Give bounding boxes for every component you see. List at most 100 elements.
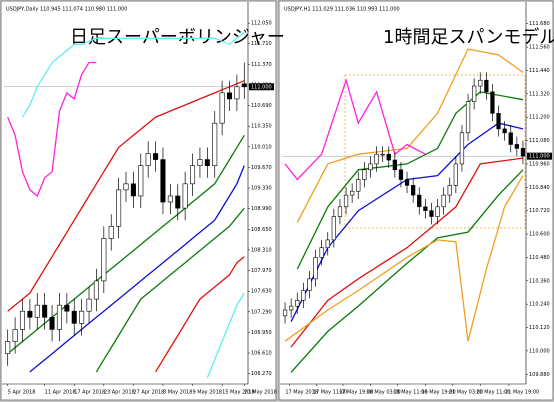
candle-body	[441, 194, 446, 208]
indicator-line	[155, 256, 245, 373]
y-tick-label: 106.270	[251, 371, 272, 377]
y-tick-label: 110.240	[529, 302, 550, 308]
candle-body	[123, 183, 129, 191]
y-tick-label: 110.350	[251, 124, 272, 130]
indicator-line	[21, 31, 245, 118]
x-tick-label: 18 May 19:00	[421, 390, 455, 396]
candle-body	[520, 148, 526, 157]
candle-body	[289, 305, 294, 311]
x-tick-label: 18 May 03:00	[366, 390, 400, 396]
candle-body	[108, 225, 114, 239]
candle-body	[459, 132, 465, 165]
y-tick-label: 111.680	[529, 21, 550, 27]
candle-body	[49, 316, 55, 330]
x-tick-label: 21 May 03:00	[449, 390, 483, 396]
y-tick-label: 107.630	[251, 289, 272, 295]
x-tick-label: 17 May 11:00	[313, 390, 347, 396]
x-tick-label: 21 May 19:00	[505, 390, 539, 396]
y-tick-label: 110.010	[251, 144, 272, 150]
candle-body	[514, 144, 519, 149]
y-tick-label: 111.200	[529, 115, 550, 121]
y-tick-label: 107.290	[251, 309, 272, 315]
candle-body	[64, 304, 70, 312]
x-tick-label: 15 May 2018	[222, 390, 255, 396]
last-price-label: 111.000	[529, 154, 550, 160]
left-panel	[0, 0, 277, 401]
x-tick-label: 27 Apr 2018	[133, 390, 164, 396]
candle-body	[190, 165, 196, 185]
candle-body	[496, 113, 501, 130]
y-tick-label: 110.960	[529, 161, 550, 167]
candle-body	[465, 101, 471, 134]
candle-body	[295, 299, 300, 307]
candle-body	[325, 239, 330, 248]
y-tick-label: 110.720	[529, 208, 550, 214]
candle-body	[478, 79, 483, 87]
candle-body	[356, 179, 361, 192]
candle-body	[368, 163, 373, 171]
y-tick-label: 112.050	[251, 21, 272, 27]
candle-body	[331, 216, 336, 241]
y-tick-label: 110.360	[529, 278, 550, 284]
last-price-box	[527, 152, 552, 160]
candle-body	[447, 185, 452, 196]
indicator-line	[290, 157, 524, 348]
candle-body	[234, 86, 240, 100]
y-tick-label: 111.320	[529, 91, 550, 97]
x-tick-label: 18 May 11:00	[393, 390, 427, 396]
y-tick-label: 110.690	[251, 103, 272, 109]
y-tick-label: 111.710	[251, 41, 272, 47]
candle-body	[282, 309, 288, 317]
symbol: USDJPY,Daily 110.945 111.074 110.980 111…	[6, 7, 127, 13]
indicator-line	[290, 169, 524, 373]
y-tick-label: 110.480	[529, 255, 550, 261]
candle-body	[34, 304, 40, 318]
x-tick-label: 11 Apr 2018	[45, 390, 76, 396]
y-tick-label: 106.950	[251, 330, 272, 336]
x-tick-label: 17 May 19:00	[339, 390, 373, 396]
candle-body	[484, 79, 489, 93]
x-tick-label: 5 Apr 2018	[8, 390, 36, 396]
y-tick-label: 110.000	[529, 348, 550, 354]
x-tick-label: 17 May 2018	[285, 390, 318, 396]
y-tick-label: 108.650	[251, 227, 272, 233]
candle-body	[212, 122, 218, 166]
x-tick-label: 21 May 11:00	[476, 390, 510, 396]
indicator-line	[7, 80, 245, 312]
candle-body	[101, 238, 107, 282]
last-price-box	[249, 83, 274, 91]
candle-body	[116, 189, 122, 227]
indicator-line	[290, 122, 524, 322]
candle-body	[301, 290, 306, 301]
candle-body	[153, 153, 159, 160]
last-price-label: 111.000	[251, 84, 272, 90]
candle-body	[138, 165, 144, 197]
indicator-line	[206, 292, 245, 379]
y-tick-label: 106.610	[251, 351, 272, 357]
candle-body	[350, 190, 355, 196]
candle-body	[5, 341, 11, 354]
candle-body	[429, 210, 434, 217]
candle-body	[145, 153, 151, 166]
indicator-line	[284, 175, 524, 342]
candle-body	[508, 132, 513, 145]
y-tick-label: 109.880	[529, 372, 550, 378]
y-tick-label: 109.670	[251, 165, 272, 171]
x-tick-label: 23 Apr 2018	[104, 390, 135, 396]
indicator-line	[29, 165, 245, 373]
candle-body	[79, 310, 85, 324]
candle-body	[204, 159, 210, 166]
candle-body	[490, 91, 495, 114]
candle-body	[343, 194, 349, 208]
y-tick-label: 110.840	[529, 185, 550, 191]
candle-body	[398, 169, 404, 180]
candle-body	[362, 169, 367, 180]
y-tick-label: 107.970	[251, 268, 272, 274]
candle-body	[423, 206, 428, 211]
candle-body	[182, 183, 188, 209]
candle-body	[411, 185, 416, 196]
candle-body	[167, 195, 173, 203]
candle-body	[453, 163, 458, 186]
candle-body	[226, 92, 233, 100]
